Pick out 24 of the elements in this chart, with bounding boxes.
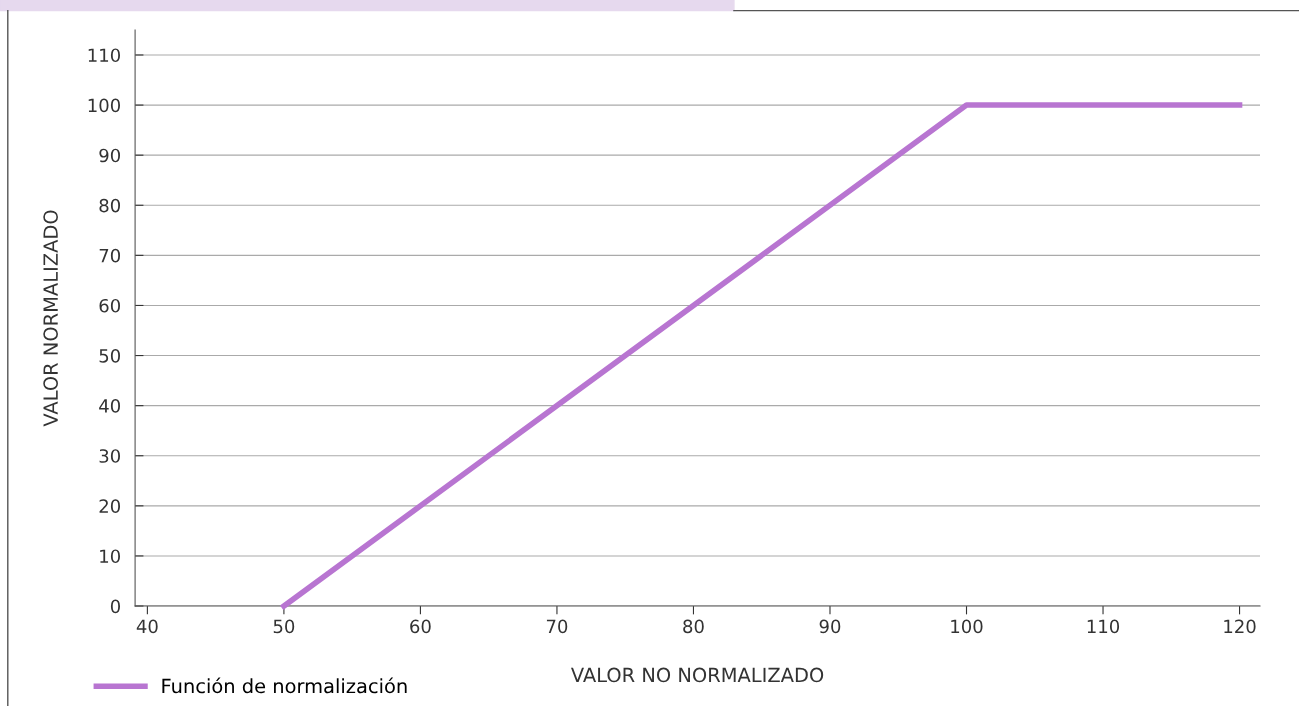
y-tick-label: 100: [88, 98, 121, 113]
x-axis-title: VALOR NO NORMALIZADO: [571, 667, 824, 683]
y-axis-title: VALOR NORMALIZADO: [43, 210, 58, 427]
y-tick-label: 50: [99, 349, 121, 363]
y-tick-label: 10: [100, 549, 121, 564]
y-tick-label: 40: [99, 399, 121, 413]
x-tick-label: 70: [546, 619, 568, 634]
x-tick-label: 40: [136, 619, 158, 634]
y-tick-label: 30: [99, 449, 121, 463]
y-tick-label: 20: [99, 499, 121, 513]
x-tick-label: 110: [1087, 619, 1120, 634]
x-tick-label: 90: [819, 619, 841, 634]
x-tick-label: 80: [683, 619, 704, 634]
y-tick-label: 80: [99, 198, 121, 213]
y-tick-label: 60: [99, 298, 121, 313]
x-tick-label: 50: [273, 619, 295, 634]
y-tick-label: 90: [99, 148, 121, 163]
x-tick-label: 120: [1224, 619, 1256, 634]
x-tick-label: 100: [951, 619, 983, 634]
y-tick-label: 110: [88, 48, 121, 63]
y-tick-label: 70: [99, 248, 121, 263]
y-tick-label: 0: [110, 599, 121, 614]
x-tick-label: 60: [410, 619, 431, 634]
legend-label: Función de normalización: [162, 677, 407, 694]
